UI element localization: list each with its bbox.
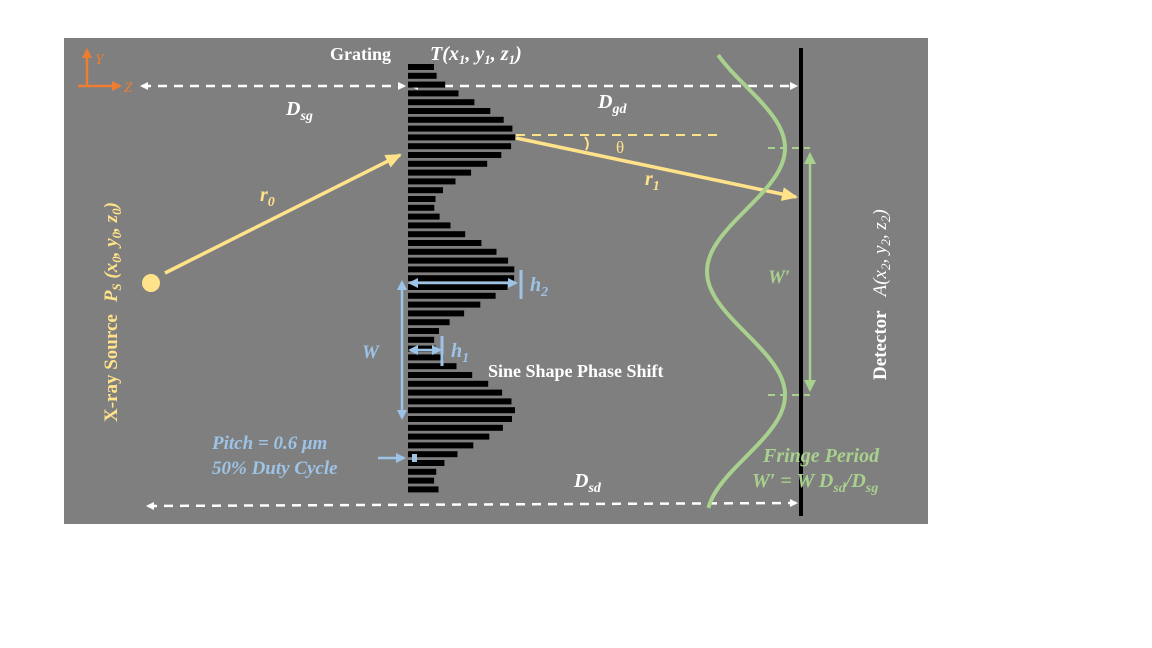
h2-label: h2	[530, 274, 548, 300]
dgd-label: Dgd	[597, 91, 627, 117]
grating-bar	[408, 301, 481, 308]
grating-bar	[408, 90, 459, 97]
grating-bar	[408, 108, 491, 114]
grating-bar	[408, 442, 474, 449]
grating-bar	[408, 143, 512, 150]
grating-bar	[408, 275, 515, 282]
ray-r0	[164, 153, 402, 275]
grating-bar	[408, 372, 473, 378]
grating-bar	[408, 424, 503, 431]
fringe-sine-curve	[704, 53, 788, 509]
pitch-marker	[412, 454, 417, 462]
grating-bar	[408, 99, 475, 106]
grating	[408, 64, 515, 493]
dsd-arrow	[146, 499, 798, 510]
grating-bar	[408, 416, 512, 422]
grating-bar	[408, 266, 515, 273]
grating-bar	[408, 64, 434, 70]
grating-coordinates: T(x1, y1, z1)	[430, 43, 522, 67]
grating-bar	[408, 257, 509, 264]
grating-bar	[408, 169, 472, 176]
grating-bar	[408, 178, 456, 185]
axis-indicator: Y Z	[78, 48, 133, 96]
dsg-label: Dsg	[285, 98, 313, 124]
grating-bar	[408, 248, 497, 255]
grating-bar	[408, 477, 435, 484]
grating-bar	[408, 433, 490, 440]
detector-label: DetectorA(x2, y2, z2)	[870, 209, 893, 380]
grating-bar	[408, 292, 496, 299]
grating-bar	[408, 152, 502, 158]
r0-label: r0	[260, 184, 275, 210]
grating-bar	[408, 187, 443, 194]
grating-bar	[408, 398, 512, 405]
grating-bar	[408, 486, 439, 493]
grating-bar	[408, 213, 440, 220]
grating-bar	[408, 134, 515, 141]
grating-bar	[408, 319, 450, 326]
grating-bar	[408, 389, 503, 396]
grating-bar	[408, 160, 488, 167]
grating-bar	[408, 328, 439, 334]
grating-bar	[408, 407, 515, 414]
grating-bar	[408, 336, 435, 343]
grating-bar	[408, 116, 504, 123]
grating-bar	[408, 310, 465, 317]
grating-title: Grating	[330, 44, 391, 64]
ray-r1	[515, 136, 798, 201]
grating-bar	[408, 204, 435, 211]
grating-bar	[408, 240, 482, 246]
grating-bar	[408, 231, 466, 238]
grating-bar	[408, 284, 508, 290]
profile-label: Sine Shape Phase Shift	[488, 361, 664, 381]
grating-bar	[408, 460, 445, 466]
dsd-label: Dsd	[573, 470, 602, 496]
r1-label: r1	[645, 168, 660, 194]
fringe-formula: W′ = W Dsd/Dsg	[752, 470, 878, 496]
w-label: W	[362, 342, 380, 363]
fringe-period-title: Fringe Period	[762, 445, 880, 467]
w-prime-label: W′	[768, 267, 790, 288]
grating-bar	[408, 81, 446, 88]
h1-label: h1	[451, 340, 469, 366]
xray-source-point	[142, 274, 160, 292]
grating-bar	[408, 363, 457, 370]
theta-label: θ	[616, 138, 624, 157]
y-axis-label: Y	[95, 52, 105, 68]
grating-bar	[408, 451, 458, 458]
grating-bar	[408, 72, 437, 79]
grating-bar	[408, 380, 489, 387]
duty-cycle-label: 50% Duty Cycle	[212, 458, 338, 479]
xray-source-label: X-ray SourcePS (x0, y0, z0)	[101, 202, 124, 422]
grating-bar	[408, 222, 451, 229]
grating-bar	[408, 354, 444, 361]
pitch-label: Pitch = 0.6 μm	[211, 433, 327, 454]
grating-bar	[408, 125, 513, 132]
z-axis-label: Z	[124, 80, 133, 96]
grating-bar	[408, 196, 436, 202]
theta-arc	[584, 136, 589, 151]
grating-bar	[408, 468, 437, 475]
